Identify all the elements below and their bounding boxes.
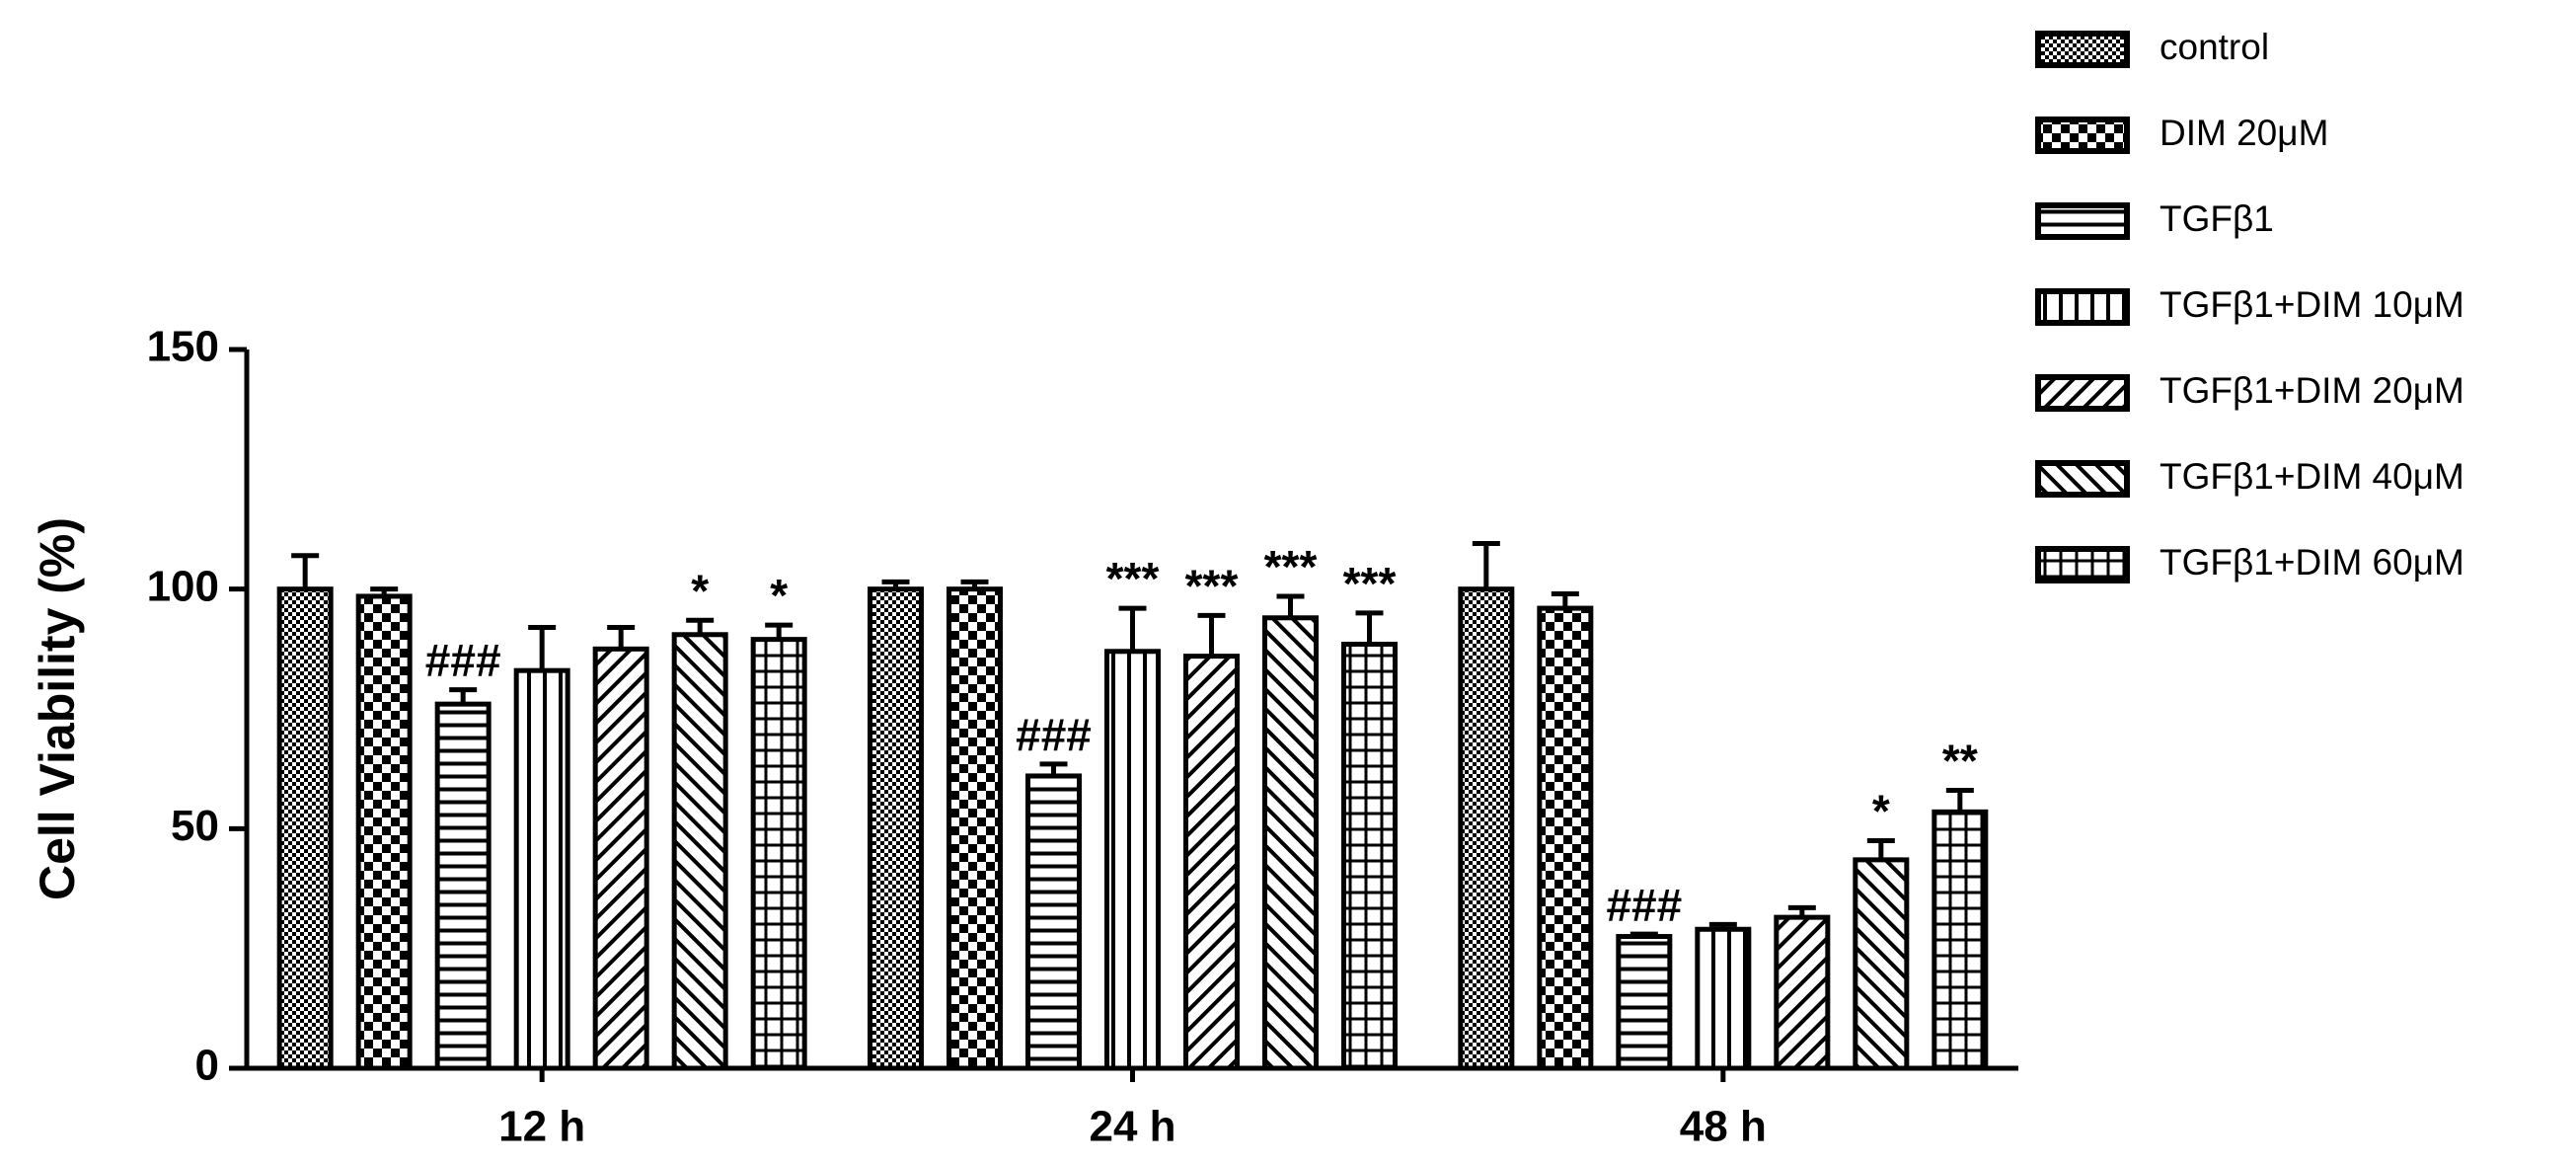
bar (355, 593, 413, 1071)
bar (1341, 641, 1398, 1071)
bar (1695, 926, 1752, 1071)
legend-swatch (2035, 31, 2130, 68)
bar (1183, 654, 1240, 1071)
legend-label: TGFβ1+DIM 20μM (2159, 370, 2464, 411)
bar (1932, 809, 1989, 1071)
bar (947, 586, 1003, 1071)
significance-label: ### (1016, 709, 1092, 760)
legend-label: TGFβ1+DIM 10μM (2159, 284, 2464, 325)
bar (1616, 934, 1673, 1071)
significance-label: *** (1185, 561, 1239, 612)
x-tick-label: 12 h (498, 1103, 585, 1151)
bar (671, 632, 728, 1071)
significance-label: *** (1264, 541, 1318, 592)
legend-swatch (2035, 288, 2130, 326)
legend-swatch (2035, 374, 2130, 412)
legend-swatch (2035, 202, 2130, 240)
y-tick-label: 150 (147, 323, 219, 371)
bar (1262, 615, 1319, 1071)
bar (1458, 586, 1515, 1071)
bar (868, 586, 924, 1071)
bar (1774, 914, 1831, 1071)
x-tick-label: 48 h (1680, 1103, 1767, 1151)
y-tick-label: 50 (171, 802, 219, 850)
legend-swatch (2035, 546, 2130, 583)
bar (1104, 649, 1161, 1071)
significance-label: *** (1343, 558, 1397, 609)
significance-label: ** (1942, 736, 1978, 787)
legend-label: TGFβ1+DIM 40μM (2159, 456, 2464, 497)
legend-label: TGFβ1+DIM 60μM (2159, 542, 2464, 583)
y-tick-label: 0 (195, 1042, 219, 1090)
y-tick-label: 100 (147, 562, 219, 610)
bar (1853, 857, 1910, 1071)
bar (1537, 605, 1594, 1071)
significance-label: * (1872, 786, 1890, 837)
legend-label: DIM 20μM (2159, 113, 2328, 153)
bar (513, 667, 570, 1071)
bar (434, 701, 492, 1071)
legend-label: TGFβ1 (2159, 198, 2274, 239)
y-axis-title: Cell Viability (%) (30, 517, 85, 900)
legend-label: control (2159, 27, 2269, 67)
legend-swatch (2035, 460, 2130, 498)
significance-label: ### (1606, 879, 1682, 930)
significance-label: ### (425, 635, 501, 686)
bar (1025, 773, 1082, 1071)
x-tick-label: 24 h (1089, 1103, 1175, 1151)
significance-label: *** (1106, 553, 1160, 604)
bar (592, 646, 649, 1071)
legend-swatch (2035, 117, 2130, 154)
bar (750, 637, 807, 1071)
significance-label: * (691, 565, 709, 616)
significance-label: * (770, 570, 788, 621)
bar (276, 586, 334, 1071)
